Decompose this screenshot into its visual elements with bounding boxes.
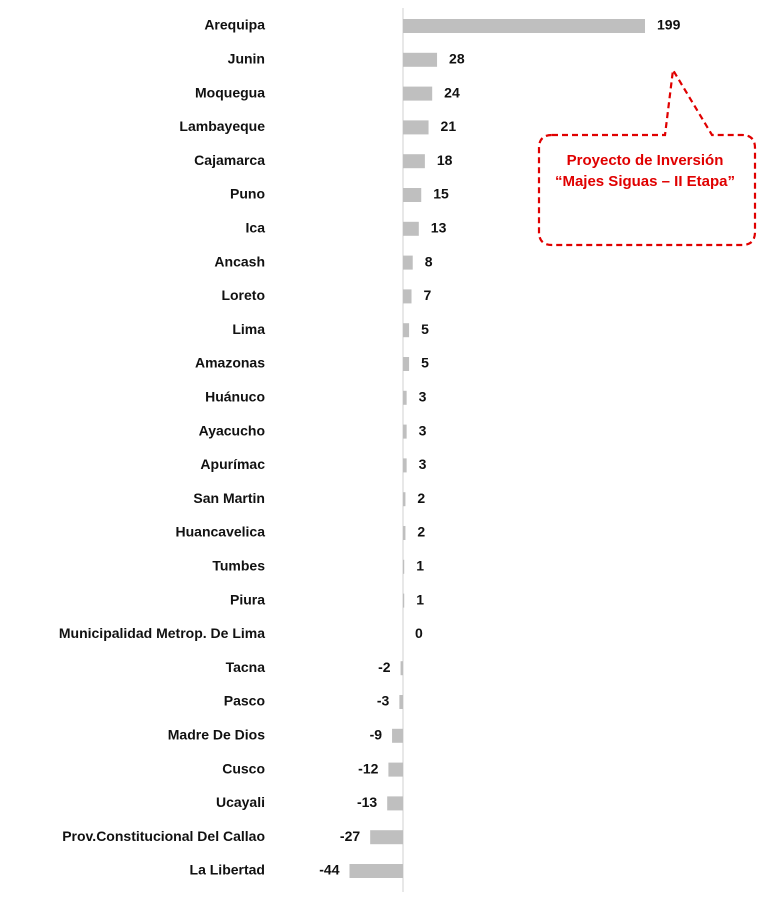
bar — [403, 120, 429, 135]
category-label: Loreto — [221, 287, 265, 303]
bar — [399, 695, 403, 709]
bar — [403, 188, 422, 202]
value-label: 24 — [444, 84, 460, 100]
value-label: 8 — [425, 253, 433, 269]
bar — [403, 221, 419, 236]
category-label: Junin — [228, 51, 265, 67]
category-label: Moquegua — [195, 84, 265, 100]
bar — [403, 559, 405, 574]
value-label: 18 — [437, 152, 453, 168]
bar — [403, 492, 406, 507]
value-label: -27 — [340, 828, 360, 844]
category-label: Tumbes — [212, 558, 265, 574]
bar — [400, 661, 403, 676]
category-label: Cusco — [222, 760, 265, 776]
value-label: -9 — [370, 727, 383, 743]
value-label: 199 — [657, 17, 681, 33]
category-label: Amazonas — [195, 355, 265, 371]
category-label: Pasco — [224, 693, 265, 709]
value-label: 5 — [421, 321, 429, 337]
bar — [370, 830, 403, 845]
callout-box — [537, 66, 757, 247]
bar — [392, 728, 403, 743]
value-label: 7 — [424, 287, 432, 303]
value-label: 2 — [417, 490, 425, 506]
value-label: -44 — [319, 862, 339, 878]
bar — [403, 323, 410, 338]
category-label: Cajamarca — [194, 152, 265, 168]
category-label: Ayacucho — [199, 422, 265, 438]
value-label: 13 — [431, 220, 447, 236]
value-label: 1 — [416, 558, 424, 574]
bar — [403, 593, 405, 608]
category-label: Lambayeque — [179, 118, 265, 134]
value-label: -3 — [377, 693, 390, 709]
annotation: Proyecto de Inversión “Majes Siguas – II… — [554, 152, 736, 190]
category-label: Ica — [246, 220, 266, 236]
category-label: Puno — [230, 186, 265, 202]
category-label: Apurímac — [200, 456, 265, 472]
bar — [403, 289, 412, 304]
bar — [387, 796, 403, 811]
category-label: San Martin — [193, 490, 265, 506]
category-label: Arequipa — [204, 17, 265, 33]
bar — [349, 864, 403, 878]
value-label: -12 — [358, 760, 378, 776]
category-label: Prov.Constitucional Del Callao — [62, 828, 265, 844]
value-label: 3 — [419, 456, 427, 472]
category-label: Madre De Dios — [168, 727, 265, 743]
bar — [403, 19, 645, 33]
bar — [403, 526, 406, 540]
value-label: 5 — [421, 355, 429, 371]
bar — [403, 424, 407, 439]
bar — [388, 762, 403, 777]
value-label: 15 — [433, 186, 449, 202]
category-label: Municipalidad Metrop. De Lima — [59, 625, 265, 641]
category-label: Lima — [232, 321, 265, 337]
bar — [403, 255, 413, 270]
value-label: -13 — [357, 794, 377, 810]
value-label: 21 — [441, 118, 457, 134]
value-label: 2 — [417, 524, 425, 540]
category-label: Huancavelica — [176, 524, 266, 540]
bar — [403, 390, 407, 405]
bar — [403, 357, 410, 371]
category-label: Ucayali — [216, 794, 265, 810]
value-label: 1 — [416, 591, 424, 607]
value-label: 0 — [415, 625, 423, 641]
category-label: Piura — [230, 591, 265, 607]
value-label: 28 — [449, 51, 465, 67]
value-label: 3 — [419, 389, 427, 405]
bar — [403, 154, 425, 169]
bar — [403, 458, 407, 473]
value-label: 3 — [419, 422, 427, 438]
bar — [403, 52, 438, 67]
value-label: -2 — [378, 659, 391, 675]
category-label: Tacna — [226, 659, 266, 675]
category-label: La Libertad — [190, 862, 265, 878]
category-label: Ancash — [214, 253, 265, 269]
category-label: Huánuco — [205, 389, 265, 405]
bar — [403, 86, 433, 101]
